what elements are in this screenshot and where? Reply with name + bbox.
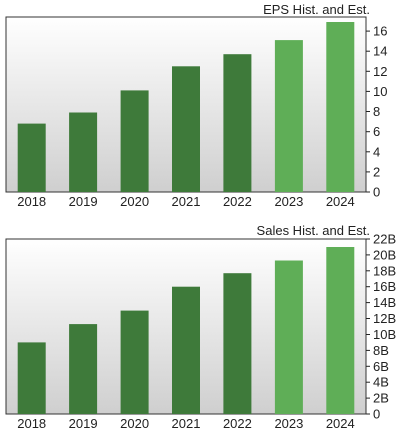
eps-bar-2024 xyxy=(326,22,355,192)
sales-x-axis: 2018 2019 2020 2021 2022 2023 2024 xyxy=(17,416,355,431)
sales-y-tick-label: 12B xyxy=(373,311,396,326)
eps-y-axis: 0 2 4 6 8 10 12 14 16 xyxy=(366,24,387,200)
eps-bar-2021 xyxy=(172,66,200,192)
sales-bar-2024 xyxy=(326,247,355,414)
eps-y-tick-label: 2 xyxy=(373,164,380,179)
sales-bar-2018 xyxy=(17,342,46,414)
eps-y-tick-label: 10 xyxy=(373,84,387,99)
eps-x-tick-label: 2020 xyxy=(120,194,149,209)
eps-bar-2019 xyxy=(69,112,98,192)
eps-x-tick-label: 2021 xyxy=(172,194,201,209)
eps-y-tick-label: 14 xyxy=(373,44,387,59)
sales-y-tick-label: 4B xyxy=(373,375,389,390)
sales-bar-2019 xyxy=(69,324,98,414)
sales-y-tick-label: 18B xyxy=(373,263,396,278)
sales-y-tick-label: 0 xyxy=(373,407,380,422)
sales-x-tick-label: 2023 xyxy=(274,416,303,431)
eps-y-tick-label: 8 xyxy=(373,104,380,119)
sales-bar-2023 xyxy=(274,260,303,414)
eps-bar-2018 xyxy=(17,123,46,192)
eps-bars xyxy=(17,22,355,193)
sales-x-tick-label: 2019 xyxy=(69,416,98,431)
eps-y-tick-label: 4 xyxy=(373,144,380,159)
eps-bar-2022 xyxy=(223,54,252,193)
sales-bar-2022 xyxy=(223,273,252,414)
sales-y-tick-label: 16B xyxy=(373,279,396,294)
sales-chart-title: Sales Hist. and Est. xyxy=(257,223,370,238)
eps-x-axis: 2018 2019 2020 2021 2022 2023 2024 xyxy=(17,194,355,209)
sales-y-tick-label: 22B xyxy=(373,232,396,247)
sales-y-tick-label: 10B xyxy=(373,327,396,342)
sales-bar-2021 xyxy=(172,286,200,414)
eps-bar-2020 xyxy=(120,90,149,192)
sales-chart: Sales Hist. and Est. 02B4B6B8B10B12B14B1… xyxy=(5,223,396,431)
sales-y-tick-label: 2B xyxy=(373,391,389,406)
eps-y-tick-label: 6 xyxy=(373,124,380,139)
eps-x-tick-label: 2019 xyxy=(69,194,98,209)
eps-y-tick-label: 0 xyxy=(373,185,380,200)
eps-chart-title: EPS Hist. and Est. xyxy=(263,2,370,17)
sales-y-tick-label: 20B xyxy=(373,247,396,262)
eps-bar-2023 xyxy=(274,40,303,192)
eps-x-tick-label: 2024 xyxy=(326,194,355,209)
sales-y-tick-label: 6B xyxy=(373,359,389,374)
eps-x-tick-label: 2023 xyxy=(274,194,303,209)
eps-y-tick-label: 12 xyxy=(373,64,387,79)
sales-x-tick-label: 2022 xyxy=(223,416,252,431)
sales-x-tick-label: 2018 xyxy=(17,416,46,431)
sales-y-tick-label: 8B xyxy=(373,343,389,358)
sales-y-tick-label: 14B xyxy=(373,295,396,310)
sales-x-tick-label: 2021 xyxy=(172,416,201,431)
sales-bar-2020 xyxy=(120,310,149,414)
eps-x-tick-label: 2022 xyxy=(223,194,252,209)
eps-x-tick-label: 2018 xyxy=(17,194,46,209)
sales-x-tick-label: 2020 xyxy=(120,416,149,431)
sales-bars xyxy=(17,247,355,414)
sales-x-tick-label: 2024 xyxy=(326,416,355,431)
eps-y-tick-label: 16 xyxy=(373,24,387,39)
